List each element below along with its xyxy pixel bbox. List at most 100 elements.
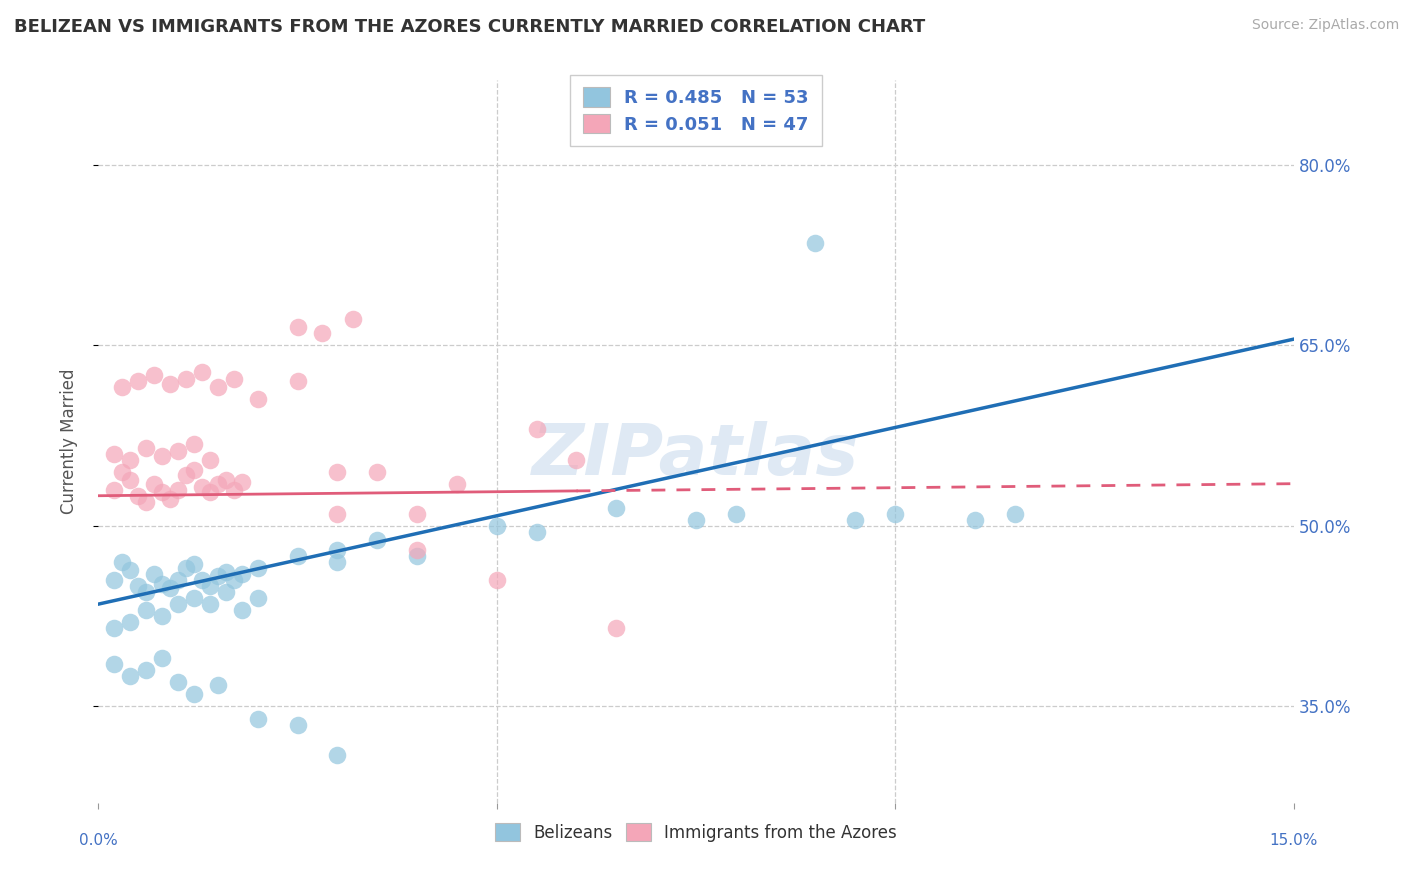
- Point: [159, 492, 181, 507]
- Point: [167, 573, 190, 587]
- Point: [222, 573, 245, 587]
- Point: [406, 507, 429, 521]
- Point: [605, 500, 627, 515]
- Point: [167, 675, 190, 690]
- Point: [167, 597, 190, 611]
- Point: [884, 507, 907, 521]
- Point: [207, 476, 229, 491]
- Point: [150, 485, 173, 500]
- Point: [207, 678, 229, 692]
- Text: ZIPatlas: ZIPatlas: [533, 422, 859, 491]
- Point: [326, 747, 349, 762]
- Point: [1004, 507, 1026, 521]
- Point: [287, 717, 309, 731]
- Point: [485, 573, 508, 587]
- Point: [191, 573, 214, 587]
- Point: [111, 555, 134, 569]
- Point: [183, 687, 205, 701]
- Point: [135, 603, 157, 617]
- Point: [222, 483, 245, 497]
- Point: [103, 657, 125, 672]
- Point: [174, 561, 197, 575]
- Point: [231, 475, 253, 490]
- Point: [366, 533, 388, 548]
- Point: [174, 372, 197, 386]
- Point: [159, 376, 181, 391]
- Point: [231, 567, 253, 582]
- Point: [844, 513, 866, 527]
- Point: [191, 480, 214, 494]
- Point: [159, 582, 181, 596]
- Legend: Belizeans, Immigrants from the Azores: Belizeans, Immigrants from the Azores: [488, 817, 904, 848]
- Point: [103, 573, 125, 587]
- Text: Source: ZipAtlas.com: Source: ZipAtlas.com: [1251, 18, 1399, 32]
- Point: [565, 452, 588, 467]
- Point: [103, 621, 125, 635]
- Point: [183, 463, 205, 477]
- Point: [120, 452, 142, 467]
- Point: [526, 422, 548, 436]
- Point: [287, 374, 309, 388]
- Point: [198, 579, 221, 593]
- Point: [246, 712, 269, 726]
- Point: [342, 311, 364, 326]
- Point: [446, 476, 468, 491]
- Point: [135, 585, 157, 599]
- Point: [120, 615, 142, 630]
- Point: [174, 468, 197, 483]
- Point: [207, 569, 229, 583]
- Point: [135, 441, 157, 455]
- Point: [120, 563, 142, 577]
- Point: [143, 368, 166, 383]
- Point: [150, 449, 173, 463]
- Point: [191, 365, 214, 379]
- Point: [167, 444, 190, 458]
- Point: [246, 591, 269, 606]
- Point: [167, 483, 190, 497]
- Point: [143, 476, 166, 491]
- Point: [183, 558, 205, 572]
- Point: [183, 437, 205, 451]
- Point: [198, 597, 221, 611]
- Point: [526, 524, 548, 539]
- Point: [311, 326, 333, 340]
- Point: [207, 380, 229, 394]
- Point: [804, 235, 827, 250]
- Point: [222, 372, 245, 386]
- Point: [103, 483, 125, 497]
- Point: [127, 489, 149, 503]
- Point: [287, 320, 309, 334]
- Point: [143, 567, 166, 582]
- Point: [215, 473, 238, 487]
- Point: [127, 374, 149, 388]
- Point: [183, 591, 205, 606]
- Point: [215, 585, 238, 599]
- Point: [366, 465, 388, 479]
- Point: [150, 609, 173, 624]
- Point: [150, 651, 173, 665]
- Y-axis label: Currently Married: Currently Married: [59, 368, 77, 515]
- Text: 15.0%: 15.0%: [1270, 833, 1317, 848]
- Point: [724, 507, 747, 521]
- Point: [150, 576, 173, 591]
- Point: [111, 465, 134, 479]
- Point: [287, 549, 309, 563]
- Point: [485, 518, 508, 533]
- Text: BELIZEAN VS IMMIGRANTS FROM THE AZORES CURRENTLY MARRIED CORRELATION CHART: BELIZEAN VS IMMIGRANTS FROM THE AZORES C…: [14, 18, 925, 36]
- Point: [605, 621, 627, 635]
- Point: [198, 452, 221, 467]
- Point: [326, 507, 349, 521]
- Point: [111, 380, 134, 394]
- Point: [135, 664, 157, 678]
- Point: [326, 465, 349, 479]
- Point: [246, 392, 269, 407]
- Point: [406, 542, 429, 557]
- Point: [246, 561, 269, 575]
- Point: [120, 473, 142, 487]
- Point: [326, 542, 349, 557]
- Point: [326, 555, 349, 569]
- Text: 0.0%: 0.0%: [79, 833, 118, 848]
- Point: [127, 579, 149, 593]
- Point: [103, 446, 125, 460]
- Point: [963, 513, 986, 527]
